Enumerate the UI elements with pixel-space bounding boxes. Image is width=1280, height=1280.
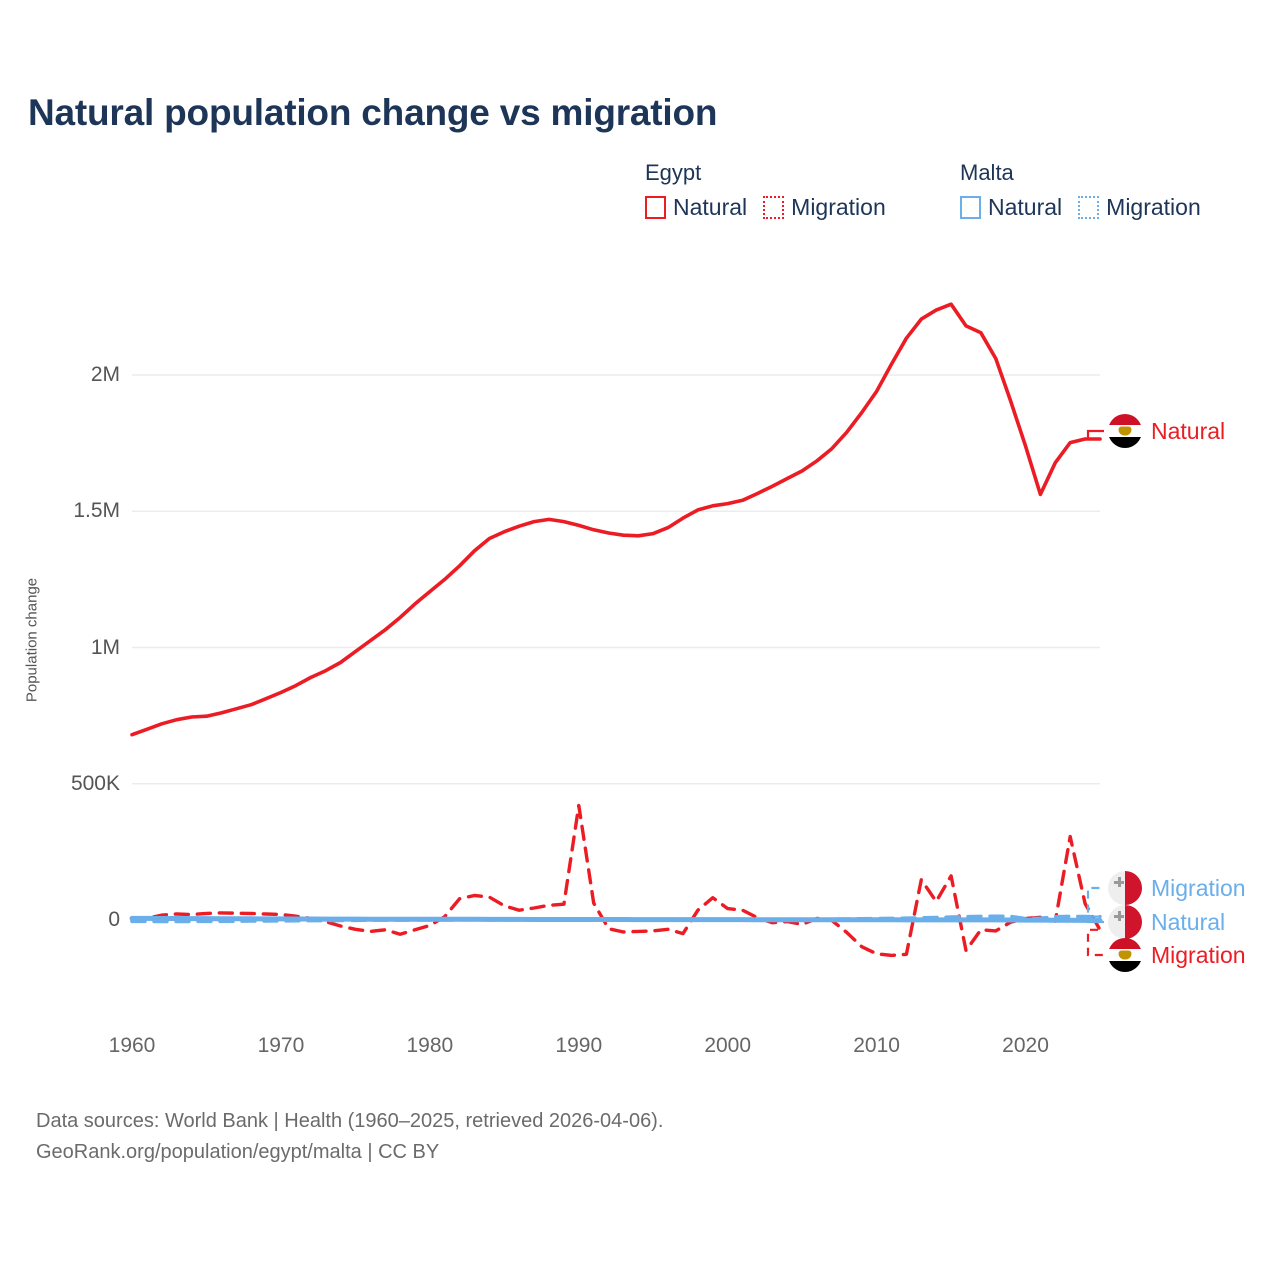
series-end-label: Natural [1108, 905, 1225, 939]
series-end-label-text: Migration [1151, 941, 1246, 968]
legend-item-label: Migration [791, 194, 886, 220]
series-line-egypt-natural [130, 302, 1102, 737]
malta-flag-icon [1108, 871, 1142, 905]
dotted-square-icon [1078, 196, 1100, 219]
dotted-square-icon [763, 196, 785, 219]
y-tick-label: 1.5M [73, 499, 120, 523]
egypt-flag-icon [1108, 938, 1142, 972]
x-tick-label: 2000 [704, 1034, 752, 1057]
chart-legend: Egypt Natural Migration Malta Natural [640, 160, 1260, 240]
x-tick-label: 1980 [406, 1034, 454, 1057]
x-tick-label: 2010 [853, 1034, 900, 1057]
y-tick-label: 1M [90, 635, 120, 659]
x-tick-label: 1970 [257, 1034, 305, 1057]
y-tick-label: 2M [90, 363, 120, 386]
legend-item-label: Natural [988, 194, 1063, 220]
x-tick-label: 1990 [555, 1034, 603, 1057]
legend-group-egypt: Egypt Natural Migration [645, 160, 886, 221]
legend-item-label: Natural [673, 194, 748, 220]
x-tick-label: 2020 [1002, 1034, 1049, 1057]
series-end-label: Migration [1108, 938, 1246, 972]
series-end-label-text: Migration [1151, 874, 1246, 901]
egypt-flag-icon [1108, 414, 1142, 448]
legend-item-malta-migration[interactable]: Migration [1078, 194, 1201, 221]
series-end-label-text: Natural [1151, 417, 1226, 444]
series-end-label-text: Natural [1151, 908, 1226, 935]
series-line-egypt-migration [130, 803, 1102, 958]
end-label-leader-line [1086, 429, 1104, 441]
legend-country-label: Egypt [645, 160, 702, 185]
solid-square-icon [960, 196, 981, 219]
series-end-label: Migration [1108, 871, 1246, 905]
end-label-leader-line [1086, 928, 1104, 957]
page-title: Natural population change vs migration [28, 92, 718, 133]
footer-attribution: GeoRank.org/population/egypt/malta | CC … [36, 1141, 440, 1163]
malta-flag-icon [1108, 905, 1142, 939]
footer: Data sources: World Bank | Health (1960–… [36, 1106, 663, 1168]
end-label-leader-line [1086, 886, 1104, 918]
footer-data-sources: Data sources: World Bank | Health (1960–… [36, 1110, 664, 1132]
y-tick-label: 0 [108, 908, 120, 931]
series-end-label: Natural [1108, 414, 1225, 448]
series-line-malta-migration [130, 914, 1102, 924]
legend-item-label: Migration [1106, 194, 1201, 220]
legend-country-label: Malta [960, 160, 1014, 185]
legend-item-malta-natural[interactable]: Natural [960, 194, 1062, 221]
solid-square-icon [645, 196, 666, 219]
end-label-leader-line [1086, 919, 1104, 924]
y-tick-label: 500K [70, 771, 120, 795]
legend-item-egypt-natural[interactable]: Natural [645, 194, 747, 221]
x-tick-label: 1960 [108, 1034, 156, 1057]
legend-item-egypt-migration[interactable]: Migration [763, 194, 886, 221]
legend-group-malta: Malta Natural Migration [960, 160, 1201, 221]
